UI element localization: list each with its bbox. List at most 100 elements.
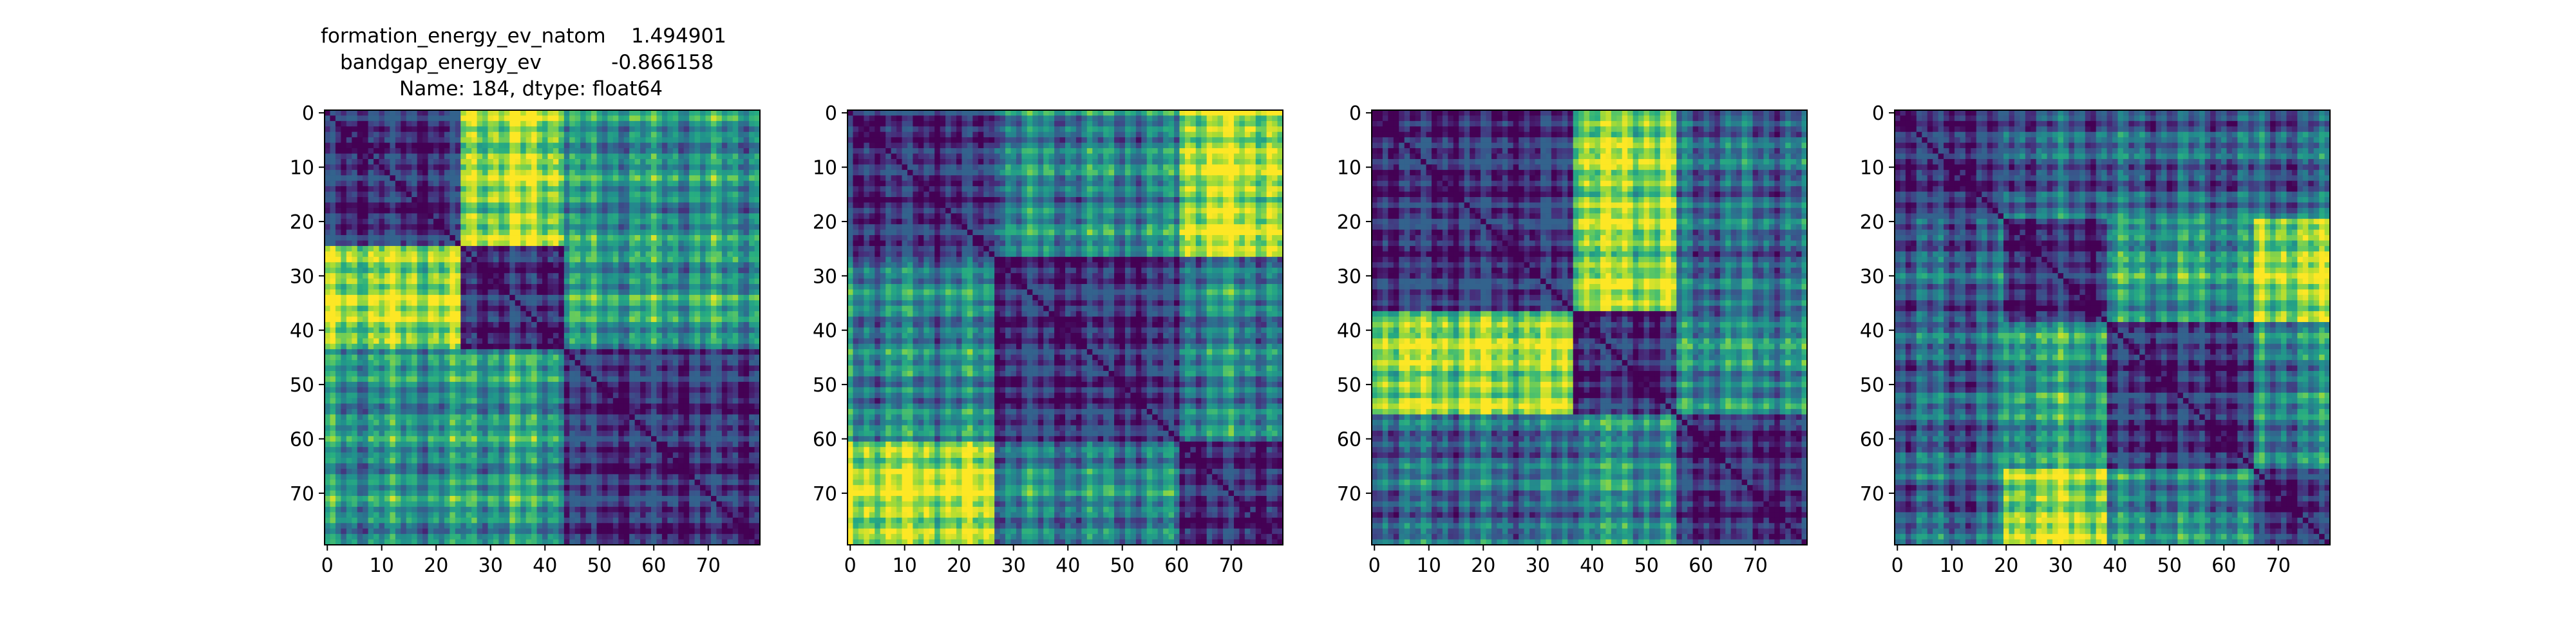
heatmap-cell [439,300,444,306]
heatmap-cell [662,154,668,160]
heatmap-cell [374,404,379,410]
heatmap-cell [439,186,444,192]
heatmap-cell [744,387,750,393]
heatmap-cell [542,235,548,241]
heatmap-cell [678,436,684,442]
heatmap-cell [406,121,412,127]
heatmap-cell [477,241,483,247]
heatmap-cell [401,121,406,127]
heatmap-cell [738,148,744,154]
heatmap-cell [390,202,395,208]
heatmap-cell [325,208,330,214]
heatmap-cell [727,137,733,143]
heatmap-cell [678,170,684,176]
heatmap-cell [493,289,499,295]
heatmap-cell [738,376,744,382]
heatmap-cell [667,289,673,295]
heatmap-cell [607,366,613,372]
heatmap-cell [558,415,564,421]
heatmap-cell [368,121,374,127]
heatmap-cell [363,382,368,388]
heatmap-cell [733,241,739,247]
heatmap-cell [401,447,406,453]
heatmap-cell [744,262,750,268]
heatmap-cell [336,415,341,421]
heatmap-cell [325,230,330,236]
heatmap-cell [531,349,537,355]
heatmap-cell [477,355,483,361]
heatmap-cell [602,235,608,241]
heatmap-cell [624,192,630,198]
heatmap-cell [733,420,739,426]
heatmap-cell [722,333,728,339]
heatmap-cell [700,197,706,203]
heatmap-cell [537,338,543,344]
heatmap-cell [488,230,494,236]
heatmap-cell [738,279,744,285]
heatmap-cell [586,442,592,448]
heatmap-cell [471,137,477,143]
heatmap-cell [493,333,499,339]
heatmap-cell [330,366,336,372]
heatmap-cell [482,284,488,290]
heatmap-cell [749,404,755,410]
heatmap-cell [575,393,581,399]
heatmap-cell [450,175,455,181]
heatmap-cell [558,148,564,154]
heatmap-cell [580,159,586,165]
heatmap-cell [412,251,417,257]
heatmap-cell [460,425,466,431]
heatmap-cell [515,349,521,355]
heatmap-cell [673,366,679,372]
heatmap-cell [488,376,494,382]
heatmap-cell [711,121,717,127]
heatmap-cell [341,376,346,382]
heatmap-cell [547,213,553,219]
heatmap-cell [673,311,679,317]
heatmap-cell [575,257,581,263]
heatmap-cell [325,393,330,399]
heatmap-cell [635,311,641,317]
heatmap-cell [733,175,739,181]
heatmap-cell [520,371,526,377]
heatmap-cell [586,431,592,437]
heatmap-cell [635,219,641,225]
heatmap-cell [417,311,423,317]
heatmap-cell [597,295,603,301]
heatmap-cell [493,197,499,203]
heatmap-cell [586,164,592,170]
heatmap-cell [460,387,466,393]
heatmap-cell [700,251,706,257]
heatmap-cell [488,257,494,263]
heatmap-cell [368,230,374,236]
heatmap-cell [374,143,379,149]
heatmap-cell [591,137,597,143]
heatmap-cell [341,273,346,279]
heatmap-cell [357,268,363,274]
heatmap-cell [706,121,712,127]
heatmap-cell [749,186,755,192]
heatmap-cell [597,442,603,448]
heatmap-cell [477,360,483,366]
heatmap-cell [325,213,330,219]
heatmap-cell [711,366,717,372]
heatmap-cell [586,289,592,295]
heatmap-cell [695,382,701,388]
heatmap-cell [363,300,368,306]
heatmap-cell [749,284,755,290]
heatmap-cell [450,393,455,399]
heatmap-cell [553,175,559,181]
heatmap-cell [607,175,613,181]
heatmap-cell [689,333,695,339]
heatmap-cell [744,366,750,372]
heatmap-cell [651,154,657,160]
heatmap-cell [509,202,515,208]
heatmap-cell [667,257,673,263]
heatmap-cell [515,126,521,132]
heatmap-cell [624,132,630,138]
heatmap-cell [466,224,472,230]
heatmap-cell [542,382,548,388]
heatmap-cell [602,230,608,236]
heatmap-cell [727,338,733,344]
heatmap-cell [531,436,537,442]
